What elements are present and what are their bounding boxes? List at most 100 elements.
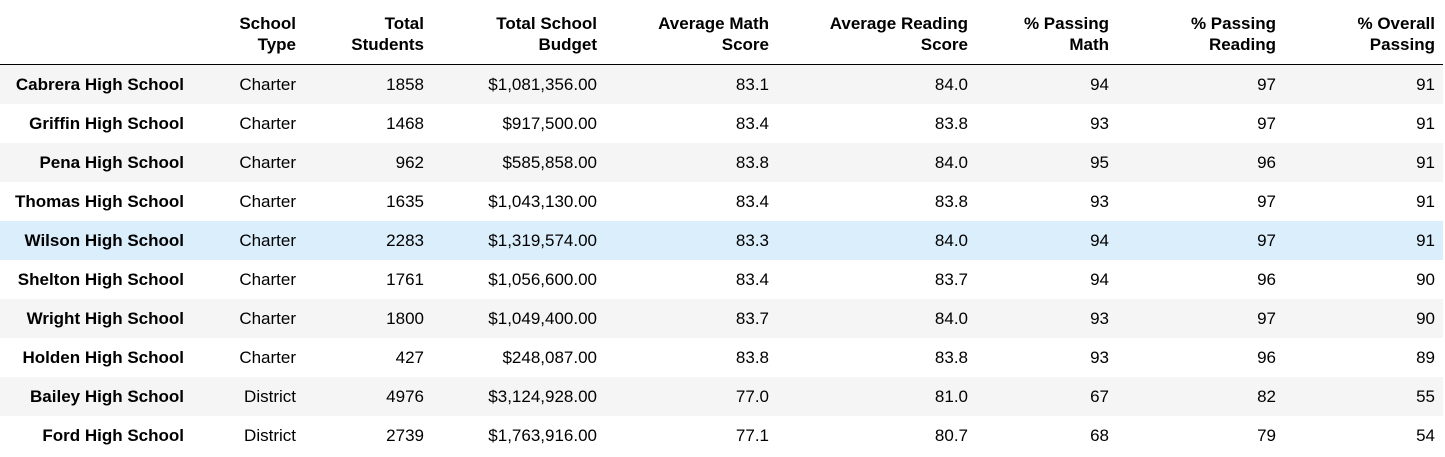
total-students-cell: 427 xyxy=(395,347,424,367)
avg-reading-cell: 84.0 xyxy=(934,152,968,172)
table-header: School Type Total Students Total School Bud… xyxy=(0,0,1443,65)
school-type-cell: Charter xyxy=(239,269,296,289)
school-type-cell: Charter xyxy=(239,230,296,250)
pct-overall-passing-cell: 55 xyxy=(1416,386,1435,406)
school-name-cell: Holden High School xyxy=(22,347,185,367)
avg-reading-cell: 80.7 xyxy=(934,425,968,445)
school-type-cell: District xyxy=(244,425,296,445)
school-name-cell: Bailey High School xyxy=(30,386,184,406)
total-budget-cell: $1,043,130.00 xyxy=(488,191,597,211)
pct-overall-passing-cell: 90 xyxy=(1416,269,1435,289)
total-students-cell: 2283 xyxy=(386,230,424,250)
total-students-cell: 2739 xyxy=(386,425,424,445)
school-name-cell: Pena High School xyxy=(39,152,184,172)
table-row: Holden High School Charter 427 $248,087.00 8… xyxy=(0,338,1443,377)
pct-passing-math-cell: 93 xyxy=(1090,113,1109,133)
avg-math-cell: 83.8 xyxy=(735,152,769,172)
school-name-cell: Wright High School xyxy=(26,308,184,328)
avg-math-cell: 83.7 xyxy=(735,308,769,328)
avg-math-cell: 77.0 xyxy=(735,386,769,406)
header-pct-math: % Passing Math xyxy=(976,0,1117,65)
table-row: Shelton High School Charter 1761 $1,056,600… xyxy=(0,260,1443,299)
header-avg-math: Average Math Score xyxy=(605,0,777,65)
header-pct-overall: % Overall Passing xyxy=(1284,0,1443,65)
pct-overall-passing-cell: 89 xyxy=(1416,347,1435,367)
pct-passing-math-cell: 94 xyxy=(1090,269,1109,289)
total-budget-cell: $917,500.00 xyxy=(502,113,597,133)
pct-passing-math-cell: 68 xyxy=(1090,425,1109,445)
school-type-cell: Charter xyxy=(239,74,296,94)
avg-reading-cell: 84.0 xyxy=(934,308,968,328)
table-row: Wilson High School Charter 2283 $1,319,574.… xyxy=(0,221,1443,260)
total-students-cell: 4976 xyxy=(386,386,424,406)
total-budget-cell: $1,056,600.00 xyxy=(488,269,597,289)
table-row: Ford High School District 2739 $1,763,916.0… xyxy=(0,416,1443,455)
total-students-cell: 1858 xyxy=(386,74,424,94)
pct-passing-reading-cell: 96 xyxy=(1257,269,1276,289)
pct-overall-passing-cell: 54 xyxy=(1416,425,1435,445)
pct-passing-reading-cell: 97 xyxy=(1257,308,1276,328)
pct-passing-reading-cell: 97 xyxy=(1257,191,1276,211)
avg-math-cell: 77.1 xyxy=(735,425,769,445)
header-total-students: Total Students xyxy=(304,0,432,65)
school-type-cell: District xyxy=(244,386,296,406)
header-avg-reading: Average Reading Score xyxy=(777,0,976,65)
header-school-type: School Type xyxy=(192,0,304,65)
table-row: Griffin High School Charter 1468 $917,500.0… xyxy=(0,104,1443,143)
pct-passing-reading-cell: 97 xyxy=(1257,113,1276,133)
avg-math-cell: 83.8 xyxy=(735,347,769,367)
pct-passing-math-cell: 93 xyxy=(1090,308,1109,328)
header-row: School Type Total Students Total School Bud… xyxy=(0,0,1443,65)
avg-reading-cell: 83.8 xyxy=(934,347,968,367)
pct-passing-reading-cell: 82 xyxy=(1257,386,1276,406)
pct-overall-passing-cell: 91 xyxy=(1416,191,1435,211)
table-row: Thomas High School Charter 1635 $1,043,130.… xyxy=(0,182,1443,221)
avg-math-cell: 83.3 xyxy=(735,230,769,250)
pct-passing-reading-cell: 97 xyxy=(1257,230,1276,250)
table-row: Bailey High School District 4976 $3,124,928… xyxy=(0,377,1443,416)
pct-overall-passing-cell: 90 xyxy=(1416,308,1435,328)
total-students-cell: 1761 xyxy=(386,269,424,289)
school-name-cell: Thomas High School xyxy=(14,191,184,211)
school-type-cell: Charter xyxy=(239,308,296,328)
total-students-cell: 962 xyxy=(395,152,424,172)
table-row: Wright High School Charter 1800 $1,049,400.… xyxy=(0,299,1443,338)
total-budget-cell: $1,763,916.00 xyxy=(488,425,597,445)
total-students-cell: 1635 xyxy=(386,191,424,211)
pct-passing-reading-cell: 97 xyxy=(1257,74,1276,94)
total-budget-cell: $3,124,928.00 xyxy=(488,386,597,406)
header-pct-reading: % Passing Reading xyxy=(1117,0,1284,65)
pct-overall-passing-cell: 91 xyxy=(1416,230,1435,250)
pct-passing-math-cell: 93 xyxy=(1090,191,1109,211)
school-name-cell: Cabrera High School xyxy=(15,74,184,94)
pct-passing-reading-cell: 79 xyxy=(1257,425,1276,445)
pct-overall-passing-cell: 91 xyxy=(1416,152,1435,172)
school-name-cell: Ford High School xyxy=(42,425,184,445)
table-row: Cabrera High School Charter 1858 $1,081,356… xyxy=(0,64,1443,104)
total-students-cell: 1800 xyxy=(386,308,424,328)
total-budget-cell: $1,081,356.00 xyxy=(488,74,597,94)
avg-reading-cell: 81.0 xyxy=(934,386,968,406)
header-index xyxy=(0,0,192,65)
pct-passing-math-cell: 95 xyxy=(1090,152,1109,172)
table-body: Cabrera High School Charter 1858 $1,081,356… xyxy=(0,64,1443,455)
total-budget-cell: $585,858.00 xyxy=(502,152,597,172)
total-budget-cell: $1,319,574.00 xyxy=(488,230,597,250)
pct-passing-math-cell: 94 xyxy=(1090,230,1109,250)
avg-reading-cell: 83.7 xyxy=(934,269,968,289)
pct-passing-math-cell: 94 xyxy=(1090,74,1109,94)
pct-overall-passing-cell: 91 xyxy=(1416,113,1435,133)
school-type-cell: Charter xyxy=(239,191,296,211)
school-type-cell: Charter xyxy=(239,113,296,133)
header-total-budget: Total School Budget xyxy=(432,0,605,65)
pct-passing-math-cell: 67 xyxy=(1090,386,1109,406)
avg-reading-cell: 84.0 xyxy=(934,74,968,94)
avg-math-cell: 83.4 xyxy=(735,269,769,289)
school-type-cell: Charter xyxy=(239,152,296,172)
school-name-cell: Shelton High School xyxy=(17,269,184,289)
total-budget-cell: $248,087.00 xyxy=(502,347,597,367)
avg-math-cell: 83.4 xyxy=(735,113,769,133)
total-budget-cell: $1,049,400.00 xyxy=(488,308,597,328)
pct-overall-passing-cell: 91 xyxy=(1416,74,1435,94)
